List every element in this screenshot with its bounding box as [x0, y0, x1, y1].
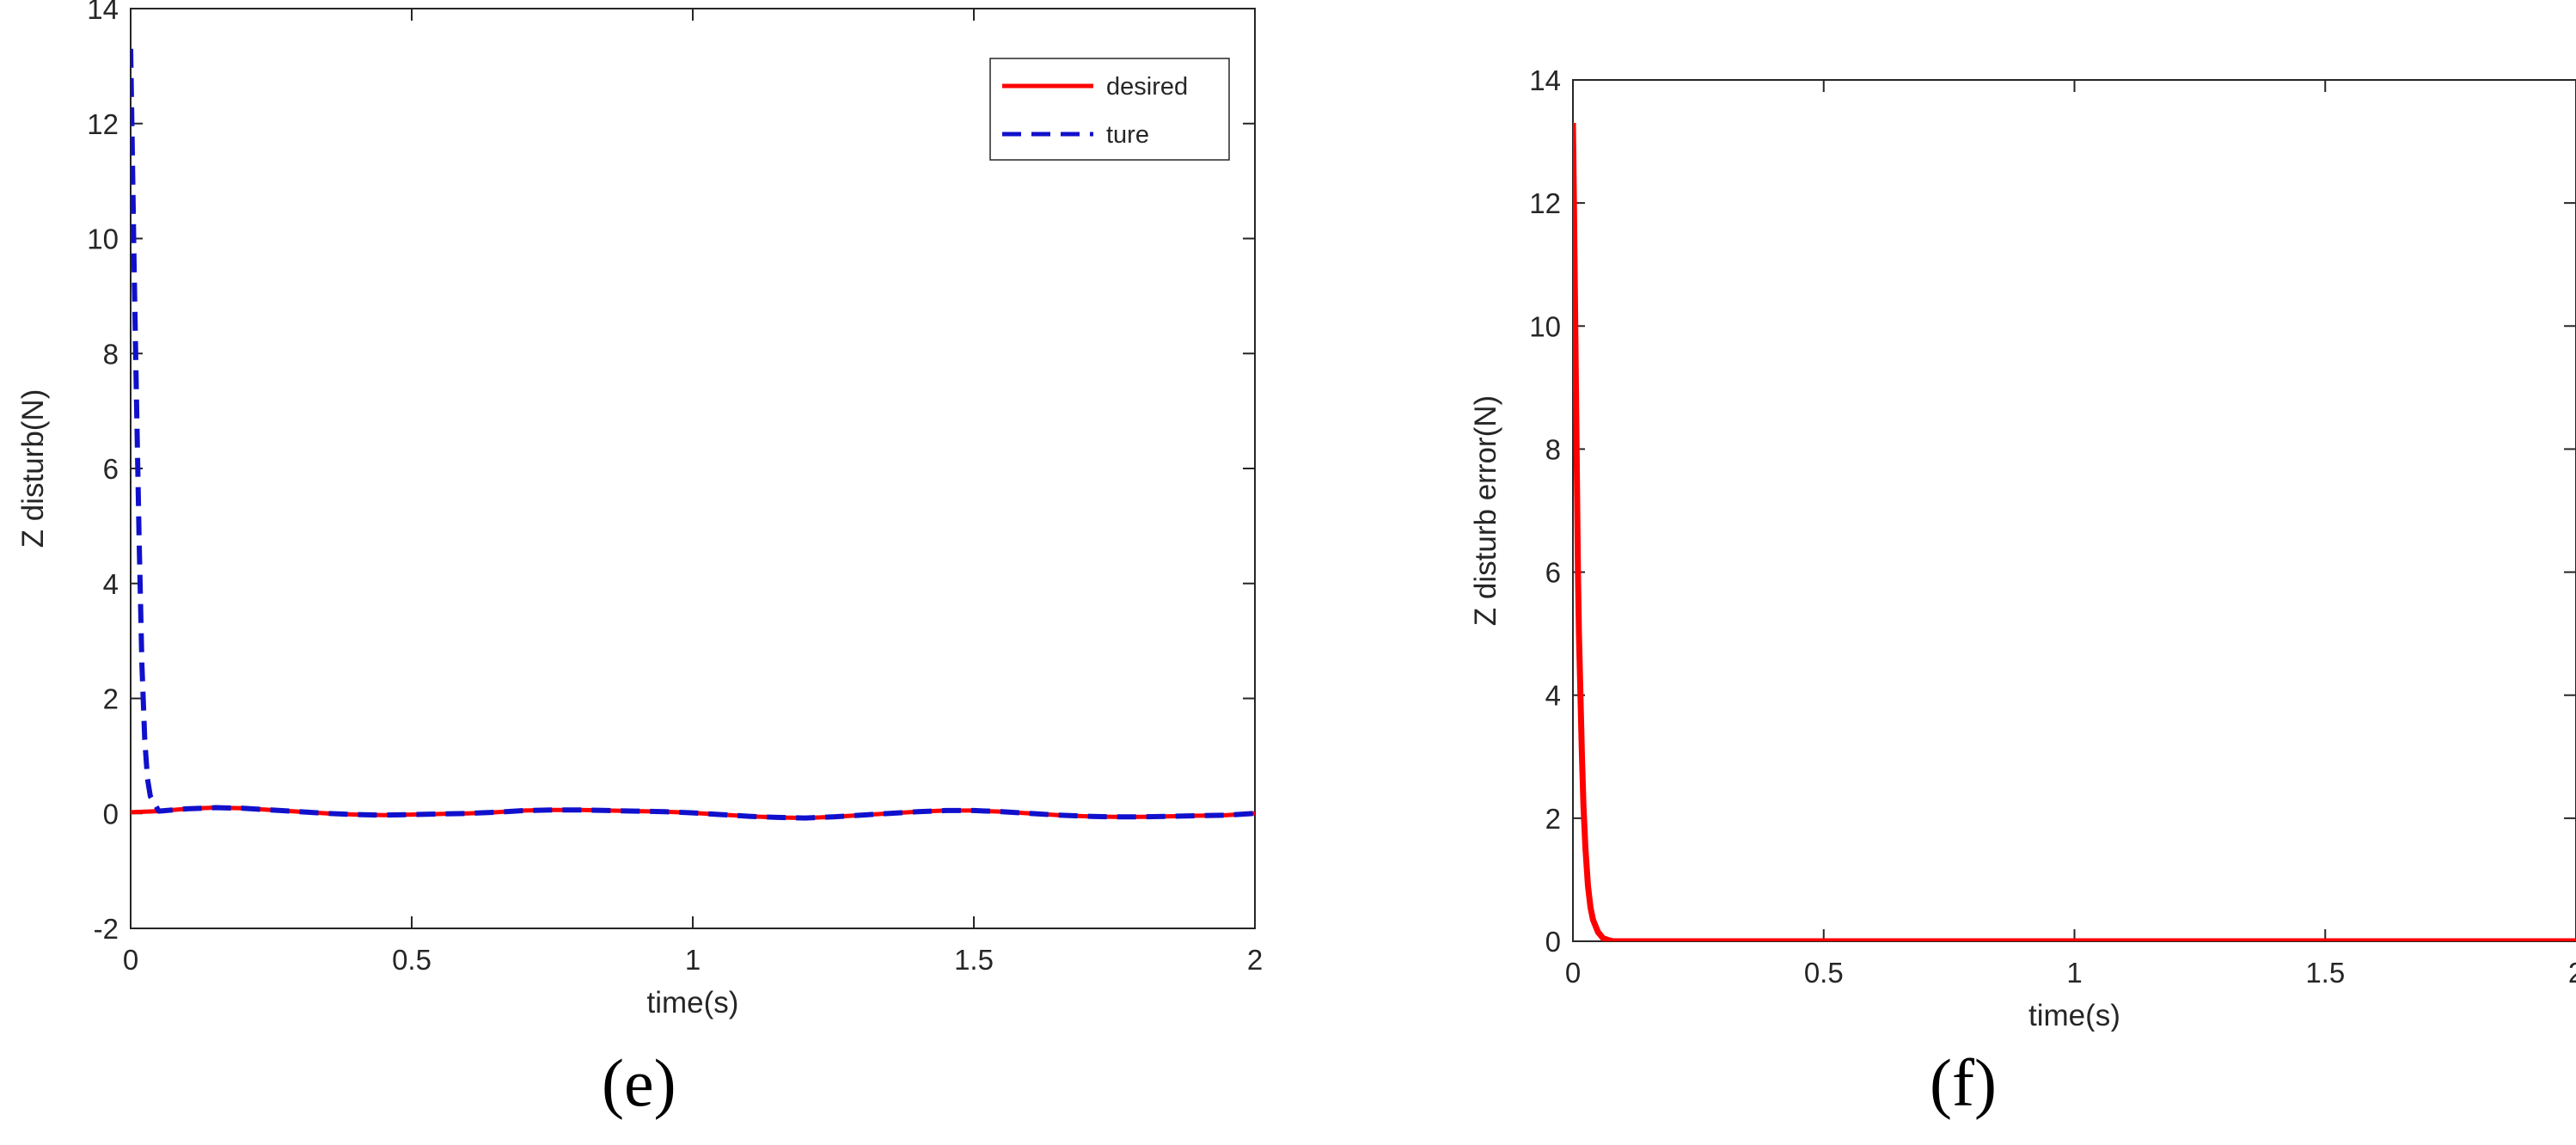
x-tick-label: 0 — [123, 944, 138, 976]
x-tick-label: 2 — [1247, 944, 1263, 976]
panel-label-f: (f) — [1930, 1045, 1997, 1120]
x-tick-label: 1 — [2066, 957, 2082, 989]
legend-box — [989, 58, 1230, 161]
plot-area — [130, 8, 1256, 929]
plot-area — [1572, 79, 2576, 942]
y-tick-label: 2 — [1545, 803, 1561, 835]
y-tick-label: 4 — [1545, 680, 1561, 712]
y-tick-label: 12 — [1529, 187, 1561, 219]
y-tick-label: 14 — [1529, 64, 1561, 96]
y-tick-label: -2 — [94, 913, 119, 945]
x-tick-label: 0.5 — [1804, 957, 1844, 989]
chart-f: 0 0.5 1 1.5 2 0 2 4 6 8 10 12 14 time(s) Z disturb err… — [1469, 64, 2576, 1032]
x-axis-label: time(s) — [2028, 999, 2120, 1032]
y-tick-label: 4 — [103, 568, 119, 600]
y-axis-label: Z disturb(N) — [16, 389, 50, 548]
y-tick-label: 0 — [1545, 926, 1561, 958]
x-axis-label: time(s) — [647, 986, 739, 1019]
y-tick-label: 2 — [103, 683, 119, 715]
y-tick-label: 12 — [87, 108, 119, 140]
x-tick-label: 1.5 — [954, 944, 994, 976]
y-tick-label: 14 — [87, 0, 119, 25]
x-tick-label: 1 — [685, 944, 701, 976]
legend-label-ture: ture — [1106, 121, 1149, 149]
y-tick-label: 6 — [103, 453, 119, 485]
x-tick-label: 1.5 — [2305, 957, 2345, 989]
y-tick-label: 8 — [1545, 433, 1561, 465]
y-tick-label: 10 — [87, 223, 119, 255]
y-tick-label: 6 — [1545, 557, 1561, 589]
x-tick-label: 2 — [2568, 957, 2576, 989]
x-tick-label: 0.5 — [392, 944, 431, 976]
x-tick-label: 0 — [1565, 957, 1581, 989]
y-tick-label: 10 — [1529, 310, 1561, 342]
y-tick-label: 8 — [103, 338, 119, 370]
series-line-ture — [131, 48, 1255, 821]
legend-label-desired: desired — [1106, 73, 1188, 101]
panel-label-e: (e) — [602, 1045, 676, 1120]
y-axis-label: Z disturb error(N) — [1469, 395, 1502, 626]
y-tick-label: 0 — [103, 798, 119, 830]
series-line-series-0 — [1573, 123, 2576, 941]
